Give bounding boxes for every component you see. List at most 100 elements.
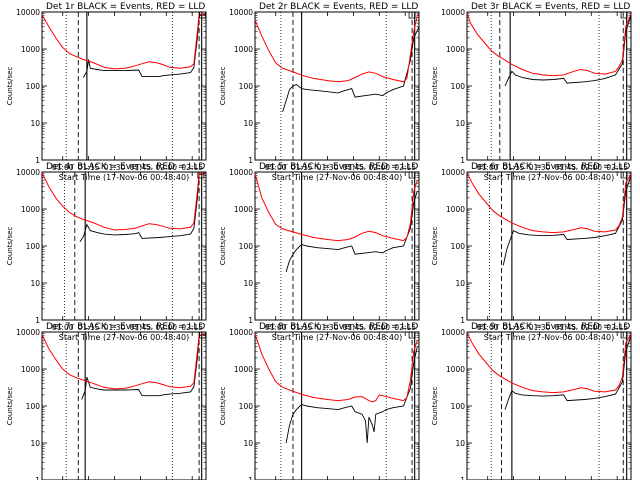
square-marker bbox=[408, 171, 416, 179]
y-tick-label: 1 bbox=[460, 156, 465, 165]
y-tick-label: 10000 bbox=[229, 8, 253, 17]
y-axis-label: Counts/sec bbox=[431, 387, 439, 426]
x-tick-label: 01:00 bbox=[52, 323, 74, 332]
detector-panel-2: Det 2r BLACK = Events, RED = LLD 01:00 01:… bbox=[219, 2, 420, 182]
y-tick-label: 1 bbox=[35, 476, 40, 480]
panel-title: Det 1r BLACK = Events, RED = LLD bbox=[46, 2, 205, 12]
y-tick-label: 100 bbox=[451, 242, 466, 251]
lld-series-line bbox=[254, 13, 420, 83]
plot-frame bbox=[41, 171, 207, 321]
y-tick-label: 1 bbox=[248, 476, 253, 480]
events-series-line bbox=[285, 346, 418, 444]
y-tick-label: 100 bbox=[26, 242, 41, 251]
x-axis-label: Start Time (27-Nov-06 00:48:40) bbox=[59, 333, 189, 342]
lld-series-line bbox=[41, 333, 207, 390]
panel-title: Det 3r BLACK = Events, RED = LLD bbox=[471, 2, 630, 12]
y-tick-label: 10000 bbox=[441, 168, 465, 177]
y-tick-label: 1000 bbox=[21, 45, 40, 54]
x-tick-label: 01:30 bbox=[529, 323, 551, 332]
y-axis-label: Counts/sec bbox=[431, 227, 439, 266]
x-tick-label: 01:15 bbox=[78, 163, 100, 172]
x-tick-label: 02:00 bbox=[368, 323, 390, 332]
square-marker bbox=[199, 11, 206, 19]
square-marker bbox=[197, 171, 205, 179]
events-series-line bbox=[504, 335, 632, 410]
panel-title: Det 2r BLACK = Events, RED = LLD bbox=[259, 2, 418, 12]
y-tick-label: 10 bbox=[455, 279, 465, 288]
lld-series-line bbox=[41, 172, 207, 231]
y-axis-label: Counts/sec bbox=[431, 67, 439, 106]
y-tick-label: 100 bbox=[239, 402, 254, 411]
x-tick-label: 01:45 bbox=[555, 163, 577, 172]
plot-frame bbox=[254, 171, 420, 321]
y-tick-label: 10000 bbox=[16, 168, 40, 177]
plot-frame bbox=[254, 331, 420, 480]
plot-frame bbox=[466, 331, 632, 480]
events-series-line bbox=[81, 334, 207, 400]
lld-series-line bbox=[466, 12, 632, 77]
x-tick-label: 02:15 bbox=[394, 163, 416, 172]
x-axis-label: Start Time (27-Nov-06 00:48:40) bbox=[272, 333, 402, 342]
x-tick-label: 02:15 bbox=[394, 323, 416, 332]
plot-frame bbox=[254, 11, 420, 161]
panel-title: Det 5r BLACK = Events, RED = LLD bbox=[259, 162, 418, 172]
x-tick-label: 01:15 bbox=[503, 323, 525, 332]
y-tick-label: 1000 bbox=[234, 365, 253, 374]
panel-title: Det 6r BLACK = Events, RED = LLD bbox=[471, 162, 630, 172]
panel-title: Det 9r BLACK = Events, RED = LLD bbox=[471, 322, 630, 332]
square-marker bbox=[199, 331, 206, 339]
square-marker bbox=[408, 11, 416, 19]
events-series-line bbox=[83, 14, 207, 78]
panel-title: Det 8r BLACK = Events, RED = LLD bbox=[259, 322, 418, 332]
y-tick-label: 1000 bbox=[21, 365, 40, 374]
y-tick-label: 10 bbox=[243, 119, 253, 128]
y-axis-label: Counts/sec bbox=[6, 227, 14, 266]
plot-frame bbox=[466, 11, 632, 161]
x-axis-label: Start Time (27-Nov-06 00:48:40) bbox=[484, 333, 614, 342]
lld-series-line bbox=[466, 332, 632, 394]
y-tick-label: 100 bbox=[451, 82, 466, 91]
x-tick-label: 01:00 bbox=[52, 163, 74, 172]
y-tick-label: 100 bbox=[239, 82, 254, 91]
detector-panel-5: Det 5r BLACK = Events, RED = LLD 01:00 01:… bbox=[219, 162, 420, 342]
y-axis-label: Counts/sec bbox=[219, 227, 227, 266]
x-tick-label: 02:15 bbox=[181, 323, 203, 332]
x-tick-label: 02:00 bbox=[155, 163, 177, 172]
x-tick-label: 01:45 bbox=[343, 323, 365, 332]
y-tick-label: 10 bbox=[30, 119, 40, 128]
x-tick-label: 02:15 bbox=[606, 323, 628, 332]
y-tick-label: 10000 bbox=[16, 328, 40, 337]
events-series-line bbox=[285, 191, 418, 273]
y-tick-label: 10 bbox=[455, 119, 465, 128]
x-tick-label: 01:00 bbox=[265, 323, 287, 332]
x-tick-label: 02:15 bbox=[606, 163, 628, 172]
events-series-line bbox=[79, 173, 207, 243]
y-tick-label: 100 bbox=[26, 402, 41, 411]
x-tick-label: 01:30 bbox=[317, 163, 339, 172]
x-tick-label: 02:00 bbox=[155, 323, 177, 332]
x-tick-label: 01:30 bbox=[529, 163, 551, 172]
y-axis-label: Counts/sec bbox=[6, 67, 14, 106]
x-tick-label: 01:45 bbox=[343, 163, 365, 172]
events-series-line bbox=[502, 175, 632, 266]
events-series-line bbox=[504, 15, 632, 87]
events-series-line bbox=[282, 26, 420, 113]
x-tick-label: 01:30 bbox=[317, 323, 339, 332]
x-tick-label: 02:15 bbox=[181, 163, 203, 172]
y-tick-label: 1000 bbox=[446, 365, 465, 374]
x-tick-label: 02:00 bbox=[580, 163, 602, 172]
plot-frame bbox=[41, 11, 207, 161]
square-marker bbox=[620, 331, 628, 339]
y-tick-label: 1 bbox=[248, 156, 253, 165]
x-tick-label: 01:15 bbox=[291, 323, 313, 332]
lld-series-line bbox=[466, 172, 632, 234]
y-tick-label: 10000 bbox=[441, 328, 465, 337]
x-tick-label: 01:45 bbox=[130, 323, 152, 332]
square-marker bbox=[620, 11, 628, 19]
y-tick-label: 10 bbox=[30, 279, 40, 288]
y-tick-label: 10 bbox=[30, 439, 40, 448]
y-tick-label: 10000 bbox=[229, 328, 253, 337]
